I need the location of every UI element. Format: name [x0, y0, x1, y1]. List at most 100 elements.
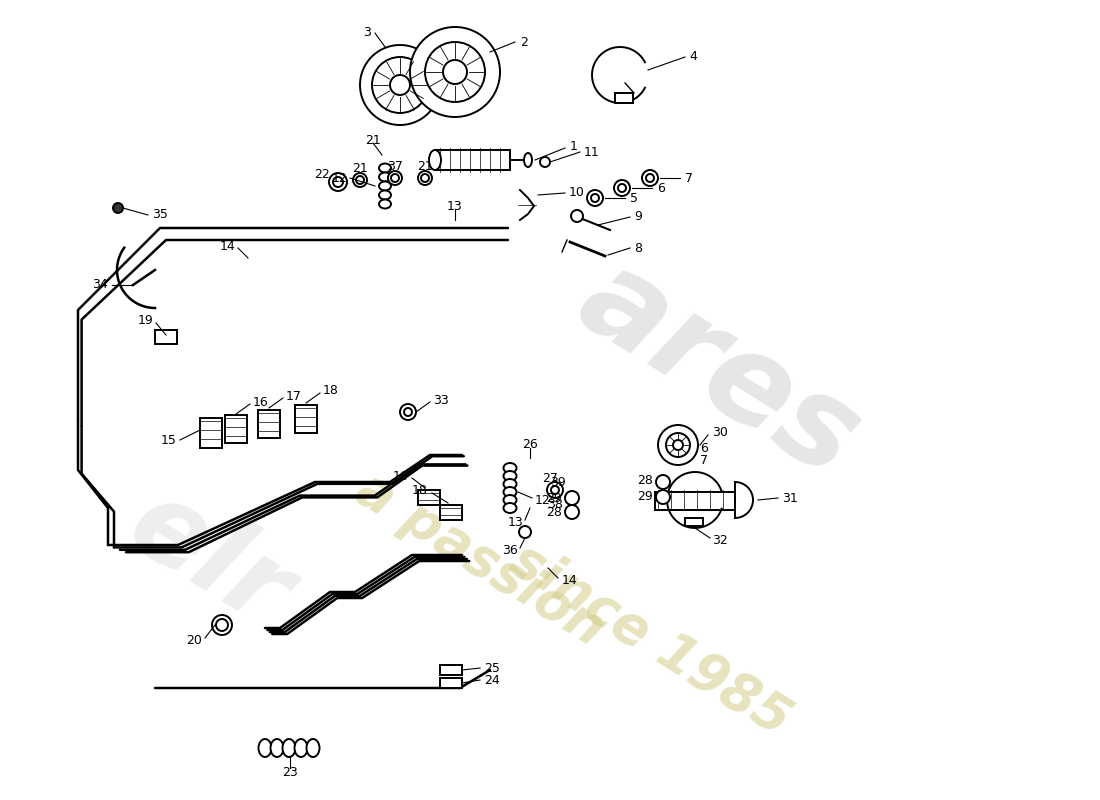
Text: 21: 21 [365, 134, 381, 146]
Ellipse shape [504, 495, 517, 505]
Text: 11: 11 [584, 146, 600, 158]
Text: 30: 30 [712, 426, 728, 439]
Circle shape [212, 615, 232, 635]
Ellipse shape [258, 739, 272, 757]
Text: ares: ares [559, 238, 881, 502]
Text: 13: 13 [507, 517, 522, 530]
Text: 33: 33 [433, 394, 449, 406]
Bar [434, 150, 510, 170]
Text: 21: 21 [352, 162, 367, 174]
Circle shape [329, 173, 346, 191]
Text: 1: 1 [570, 139, 578, 153]
Ellipse shape [307, 739, 319, 757]
Bar [440, 665, 462, 675]
Circle shape [571, 210, 583, 222]
Text: 13: 13 [447, 201, 463, 214]
Circle shape [418, 171, 432, 185]
Circle shape [360, 45, 440, 125]
Circle shape [591, 194, 600, 202]
Circle shape [565, 505, 579, 519]
Circle shape [656, 475, 670, 489]
Text: 15: 15 [161, 434, 177, 446]
Circle shape [421, 174, 429, 182]
Text: elr: elr [110, 470, 310, 650]
Circle shape [540, 157, 550, 167]
Ellipse shape [429, 150, 441, 170]
Circle shape [390, 75, 410, 95]
Text: 14: 14 [562, 574, 578, 586]
Text: 20: 20 [186, 634, 202, 647]
Text: 3: 3 [363, 26, 371, 39]
Bar [418, 490, 440, 505]
Circle shape [673, 440, 683, 450]
Bar [440, 678, 462, 688]
Text: 37: 37 [387, 161, 403, 174]
Text: 12: 12 [535, 494, 551, 506]
Bar [295, 405, 317, 433]
Text: 16: 16 [253, 395, 268, 409]
Circle shape [614, 180, 630, 196]
Bar [200, 418, 222, 448]
Circle shape [425, 42, 485, 102]
Text: 36: 36 [503, 545, 518, 558]
Text: 38: 38 [547, 498, 563, 511]
Circle shape [587, 190, 603, 206]
Circle shape [400, 404, 416, 420]
Bar [155, 330, 177, 344]
Text: 24: 24 [484, 674, 499, 686]
Circle shape [565, 491, 579, 505]
Circle shape [658, 425, 698, 465]
Ellipse shape [504, 487, 517, 497]
Ellipse shape [295, 739, 308, 757]
Text: 9: 9 [634, 210, 642, 223]
Ellipse shape [379, 190, 390, 199]
Circle shape [404, 408, 412, 416]
Circle shape [390, 174, 399, 182]
Circle shape [443, 60, 468, 84]
Text: 26: 26 [522, 438, 538, 451]
Circle shape [113, 203, 123, 213]
Text: 6: 6 [657, 182, 664, 194]
Ellipse shape [379, 199, 390, 209]
Ellipse shape [379, 182, 390, 190]
Text: 34: 34 [92, 278, 108, 291]
Circle shape [333, 177, 343, 187]
Ellipse shape [524, 153, 532, 167]
Text: 28: 28 [637, 474, 653, 486]
Text: 4: 4 [689, 50, 697, 63]
Circle shape [618, 184, 626, 192]
Text: 18: 18 [323, 385, 339, 398]
Text: 8: 8 [634, 242, 642, 254]
Text: 31: 31 [782, 491, 797, 505]
Ellipse shape [379, 173, 390, 182]
Text: 35: 35 [152, 209, 168, 222]
Text: 39: 39 [550, 475, 565, 489]
Text: 10: 10 [569, 186, 585, 199]
Circle shape [388, 171, 401, 185]
Text: 12: 12 [331, 171, 346, 185]
Text: 25: 25 [484, 662, 499, 674]
Circle shape [666, 433, 690, 457]
Bar [685, 518, 703, 526]
Ellipse shape [504, 479, 517, 489]
Text: a passion: a passion [346, 463, 614, 657]
Circle shape [646, 174, 654, 182]
Text: since 1985: since 1985 [500, 534, 800, 746]
Circle shape [216, 619, 228, 631]
Circle shape [372, 57, 428, 113]
Circle shape [547, 482, 563, 498]
Circle shape [656, 490, 670, 504]
Text: 29: 29 [547, 491, 562, 505]
Text: 6: 6 [700, 442, 708, 454]
Text: 7: 7 [685, 171, 693, 185]
Text: 23: 23 [282, 766, 298, 778]
Ellipse shape [379, 163, 390, 173]
Circle shape [410, 27, 500, 117]
Ellipse shape [271, 739, 284, 757]
Circle shape [356, 176, 364, 184]
Bar [654, 492, 735, 510]
Text: 22: 22 [315, 169, 330, 182]
Ellipse shape [283, 739, 296, 757]
Ellipse shape [504, 463, 517, 473]
Bar [615, 93, 632, 103]
